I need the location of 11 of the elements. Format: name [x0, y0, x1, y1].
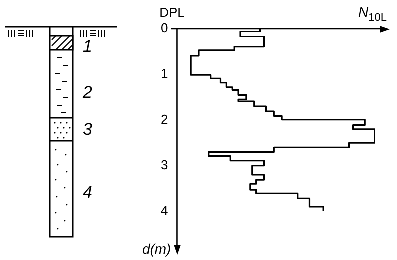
text: 1	[83, 37, 92, 57]
y-tick-label: 4	[160, 203, 168, 218]
y-axis-title: d(m)	[142, 241, 172, 257]
chart-title: DPL	[160, 5, 185, 20]
text: 3	[83, 120, 92, 140]
text: 2	[83, 83, 92, 103]
y-tick-label: 2	[160, 112, 168, 127]
text: 4	[83, 183, 92, 203]
y-tick-label: 1	[160, 66, 168, 82]
y-tick-label: 0	[160, 20, 168, 36]
y-tick-label: 3	[160, 157, 168, 172]
